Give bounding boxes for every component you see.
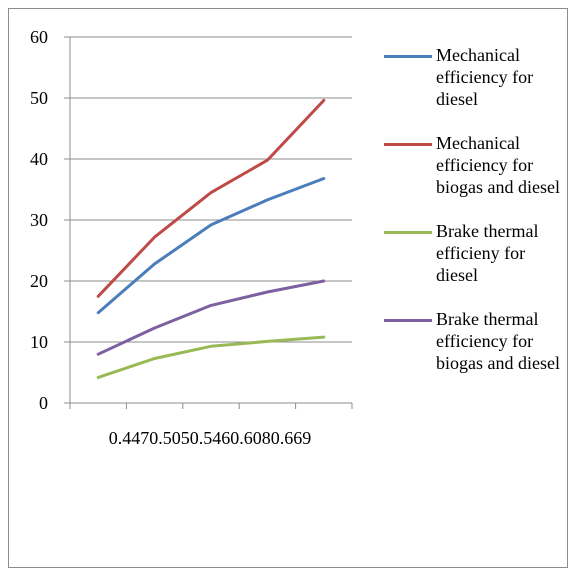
legend-item-mechanical-diesel: Mechanical efficiency for diesel <box>380 44 561 110</box>
legend-swatch <box>384 231 432 234</box>
y-tick-label: 0 <box>39 393 48 413</box>
series-line-1 <box>96 177 326 315</box>
legend-label: Mechanical efficiency for biogas and die… <box>436 133 560 197</box>
legend-item-brake-diesel: Brake thermal efficieny for diesel <box>380 220 561 286</box>
y-tick-label: 40 <box>30 149 48 169</box>
x-tick-labels: 0.4470.5050.5460.6080.669 <box>109 428 312 448</box>
legend-item-brake-biogas: Brake thermal efficiency for biogas and … <box>380 308 561 374</box>
legend-label: Mechanical efficiency for diesel <box>436 45 534 109</box>
line-chart: 0 10 20 30 40 50 60 0.4470.5050.5460.6080.669 <box>30 27 353 448</box>
series-line-3 <box>96 335 326 379</box>
legend-item-mechanical-biogas: Mechanical efficiency for biogas and die… <box>380 132 561 198</box>
y-tick-label: 60 <box>30 27 48 47</box>
series-line-2 <box>96 98 326 298</box>
series-lines <box>96 98 326 379</box>
legend-swatch <box>384 319 432 322</box>
axes <box>64 36 353 409</box>
legend-label: Brake thermal efficiency for biogas and … <box>436 309 560 373</box>
y-tick-labels: 0 10 20 30 40 50 60 <box>30 27 48 413</box>
legend-swatch <box>384 55 432 58</box>
y-tick-label: 10 <box>30 332 48 352</box>
y-tick-label: 50 <box>30 88 48 108</box>
y-tick-label: 30 <box>30 210 48 230</box>
legend-label: Brake thermal efficieny for diesel <box>436 221 539 285</box>
legend-swatch <box>384 143 432 146</box>
grid-lines <box>70 36 352 343</box>
y-tick-label: 20 <box>30 271 48 291</box>
series-line-4 <box>96 279 326 356</box>
legend: Mechanical efficiency for diesel Mechani… <box>380 44 570 390</box>
